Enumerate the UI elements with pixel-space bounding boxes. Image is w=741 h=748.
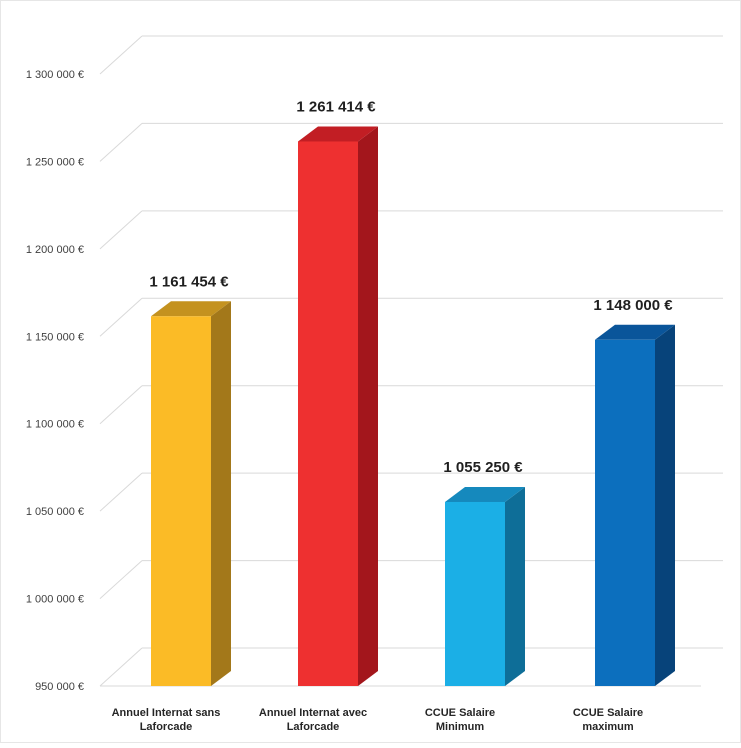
bar-side (505, 486, 525, 686)
y-tick-label: 1 300 000 € (26, 69, 84, 81)
gridline (99, 210, 723, 250)
x-tick-label: CCUE Salaire (573, 707, 643, 719)
gridline (99, 35, 723, 75)
x-tick-label: Laforcade (140, 721, 193, 733)
x-tick-label: Laforcade (287, 721, 340, 733)
bar-top (595, 324, 675, 340)
y-tick-label: 1 050 000 € (26, 506, 84, 518)
y-tick-label: 1 250 000 € (26, 156, 84, 168)
bar-front (151, 316, 211, 686)
bar-top (298, 126, 378, 142)
x-tick-label: maximum (582, 721, 634, 733)
bar (298, 126, 378, 686)
x-tick-label: Minimum (436, 721, 484, 733)
bar-top (151, 301, 231, 317)
bar-top (445, 486, 525, 502)
gridline (99, 297, 723, 337)
data-label: 1 055 250 € (443, 459, 523, 476)
y-tick-label: 1 100 000 € (26, 419, 84, 431)
x-tick-label: Annuel Internat sans (112, 707, 221, 719)
x-tick-label: CCUE Salaire (425, 707, 495, 719)
bar-side (655, 324, 675, 686)
gridline (99, 122, 723, 162)
y-axis-ticks: 950 000 € 1 000 000 € 1 050 000 € 1 100 000… (26, 69, 84, 693)
bar-side (358, 126, 378, 686)
bar (151, 301, 231, 686)
bar-side (211, 301, 231, 686)
data-label: 1 148 000 € (593, 297, 673, 314)
data-label: 1 261 414 € (296, 98, 376, 115)
y-tick-label: 1 200 000 € (26, 244, 84, 256)
bar-front (445, 501, 505, 686)
data-labels: 1 161 454 € 1 261 414 € 1 055 250 € 1 148 0… (149, 98, 673, 475)
x-axis-labels: Annuel Internat sans Laforcade Annuel Inte… (112, 707, 644, 733)
y-tick-label: 1 150 000 € (26, 331, 84, 343)
bar (595, 324, 675, 686)
bar-front (595, 339, 655, 686)
bar (445, 486, 525, 686)
y-tick-label: 1 000 000 € (26, 594, 84, 606)
bars (151, 126, 675, 686)
data-label: 1 161 454 € (149, 273, 229, 290)
bar-front (298, 141, 358, 686)
y-tick-label: 950 000 € (35, 681, 84, 693)
x-tick-label: Annuel Internat avec (259, 707, 367, 719)
